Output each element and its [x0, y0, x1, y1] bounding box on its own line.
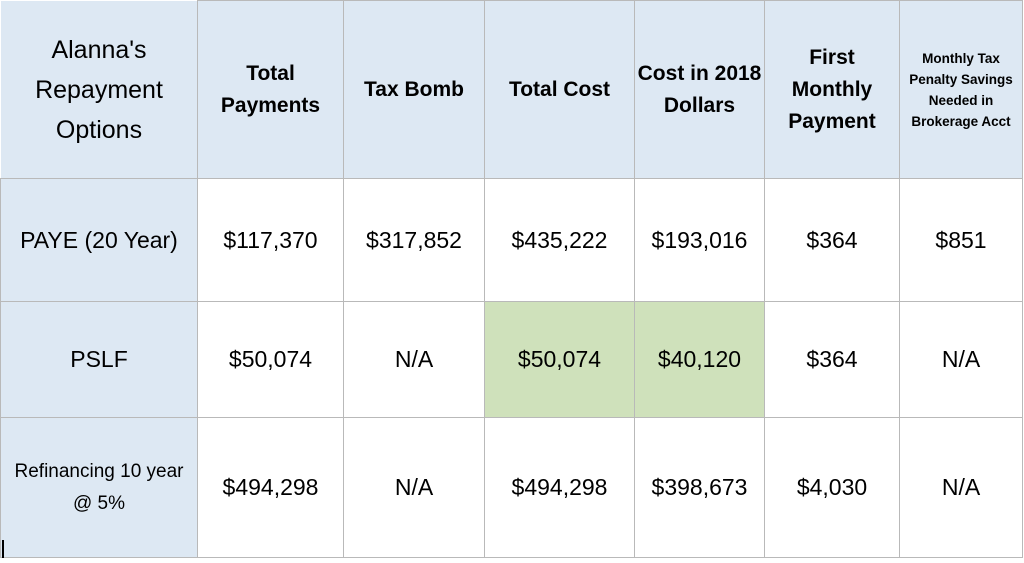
cell-first-payment: $4,030 [764, 417, 900, 558]
cell-tax-bomb: $317,852 [343, 178, 485, 302]
cursor-mark [2, 540, 4, 558]
cell-monthly-savings: N/A [899, 301, 1023, 418]
header-total-payments: Total Payments [197, 0, 344, 179]
header-repayment-options: Alanna's Repayment Options [0, 0, 198, 179]
cell-first-payment: $364 [764, 301, 900, 418]
cell-total-cost-highlighted: $50,074 [484, 301, 635, 418]
header-total-cost: Total Cost [484, 0, 635, 179]
cell-total-payments: $494,298 [197, 417, 344, 558]
row-label-refinancing: Refinancing 10 year @ 5% [0, 417, 198, 558]
header-monthly-tax-penalty-savings: Monthly Tax Penalty Savings Needed in Br… [899, 0, 1023, 179]
cell-monthly-savings: $851 [899, 178, 1023, 302]
row-label-pslf: PSLF [0, 301, 198, 418]
cell-first-payment: $364 [764, 178, 900, 302]
cell-tax-bomb: N/A [343, 301, 485, 418]
header-first-monthly-payment: First Monthly Payment [764, 0, 900, 179]
cell-tax-bomb: N/A [343, 417, 485, 558]
header-row: Alanna's Repayment Options Total Payment… [0, 0, 1023, 179]
cell-cost-2018: $193,016 [634, 178, 765, 302]
cell-monthly-savings: N/A [899, 417, 1023, 558]
cell-cost-2018-highlighted: $40,120 [634, 301, 765, 418]
cell-total-payments: $117,370 [197, 178, 344, 302]
table-row: PSLF $50,074 N/A $50,074 $40,120 $364 N/… [0, 301, 1023, 418]
header-tax-bomb: Tax Bomb [343, 0, 485, 179]
table-row: Refinancing 10 year @ 5% $494,298 N/A $4… [0, 417, 1023, 558]
cell-total-cost: $435,222 [484, 178, 635, 302]
cell-cost-2018: $398,673 [634, 417, 765, 558]
cell-total-payments: $50,074 [197, 301, 344, 418]
cell-total-cost: $494,298 [484, 417, 635, 558]
header-cost-2018-dollars: Cost in 2018 Dollars [634, 0, 765, 179]
row-label-paye: PAYE (20 Year) [0, 178, 198, 302]
table-row: PAYE (20 Year) $117,370 $317,852 $435,22… [0, 178, 1023, 302]
